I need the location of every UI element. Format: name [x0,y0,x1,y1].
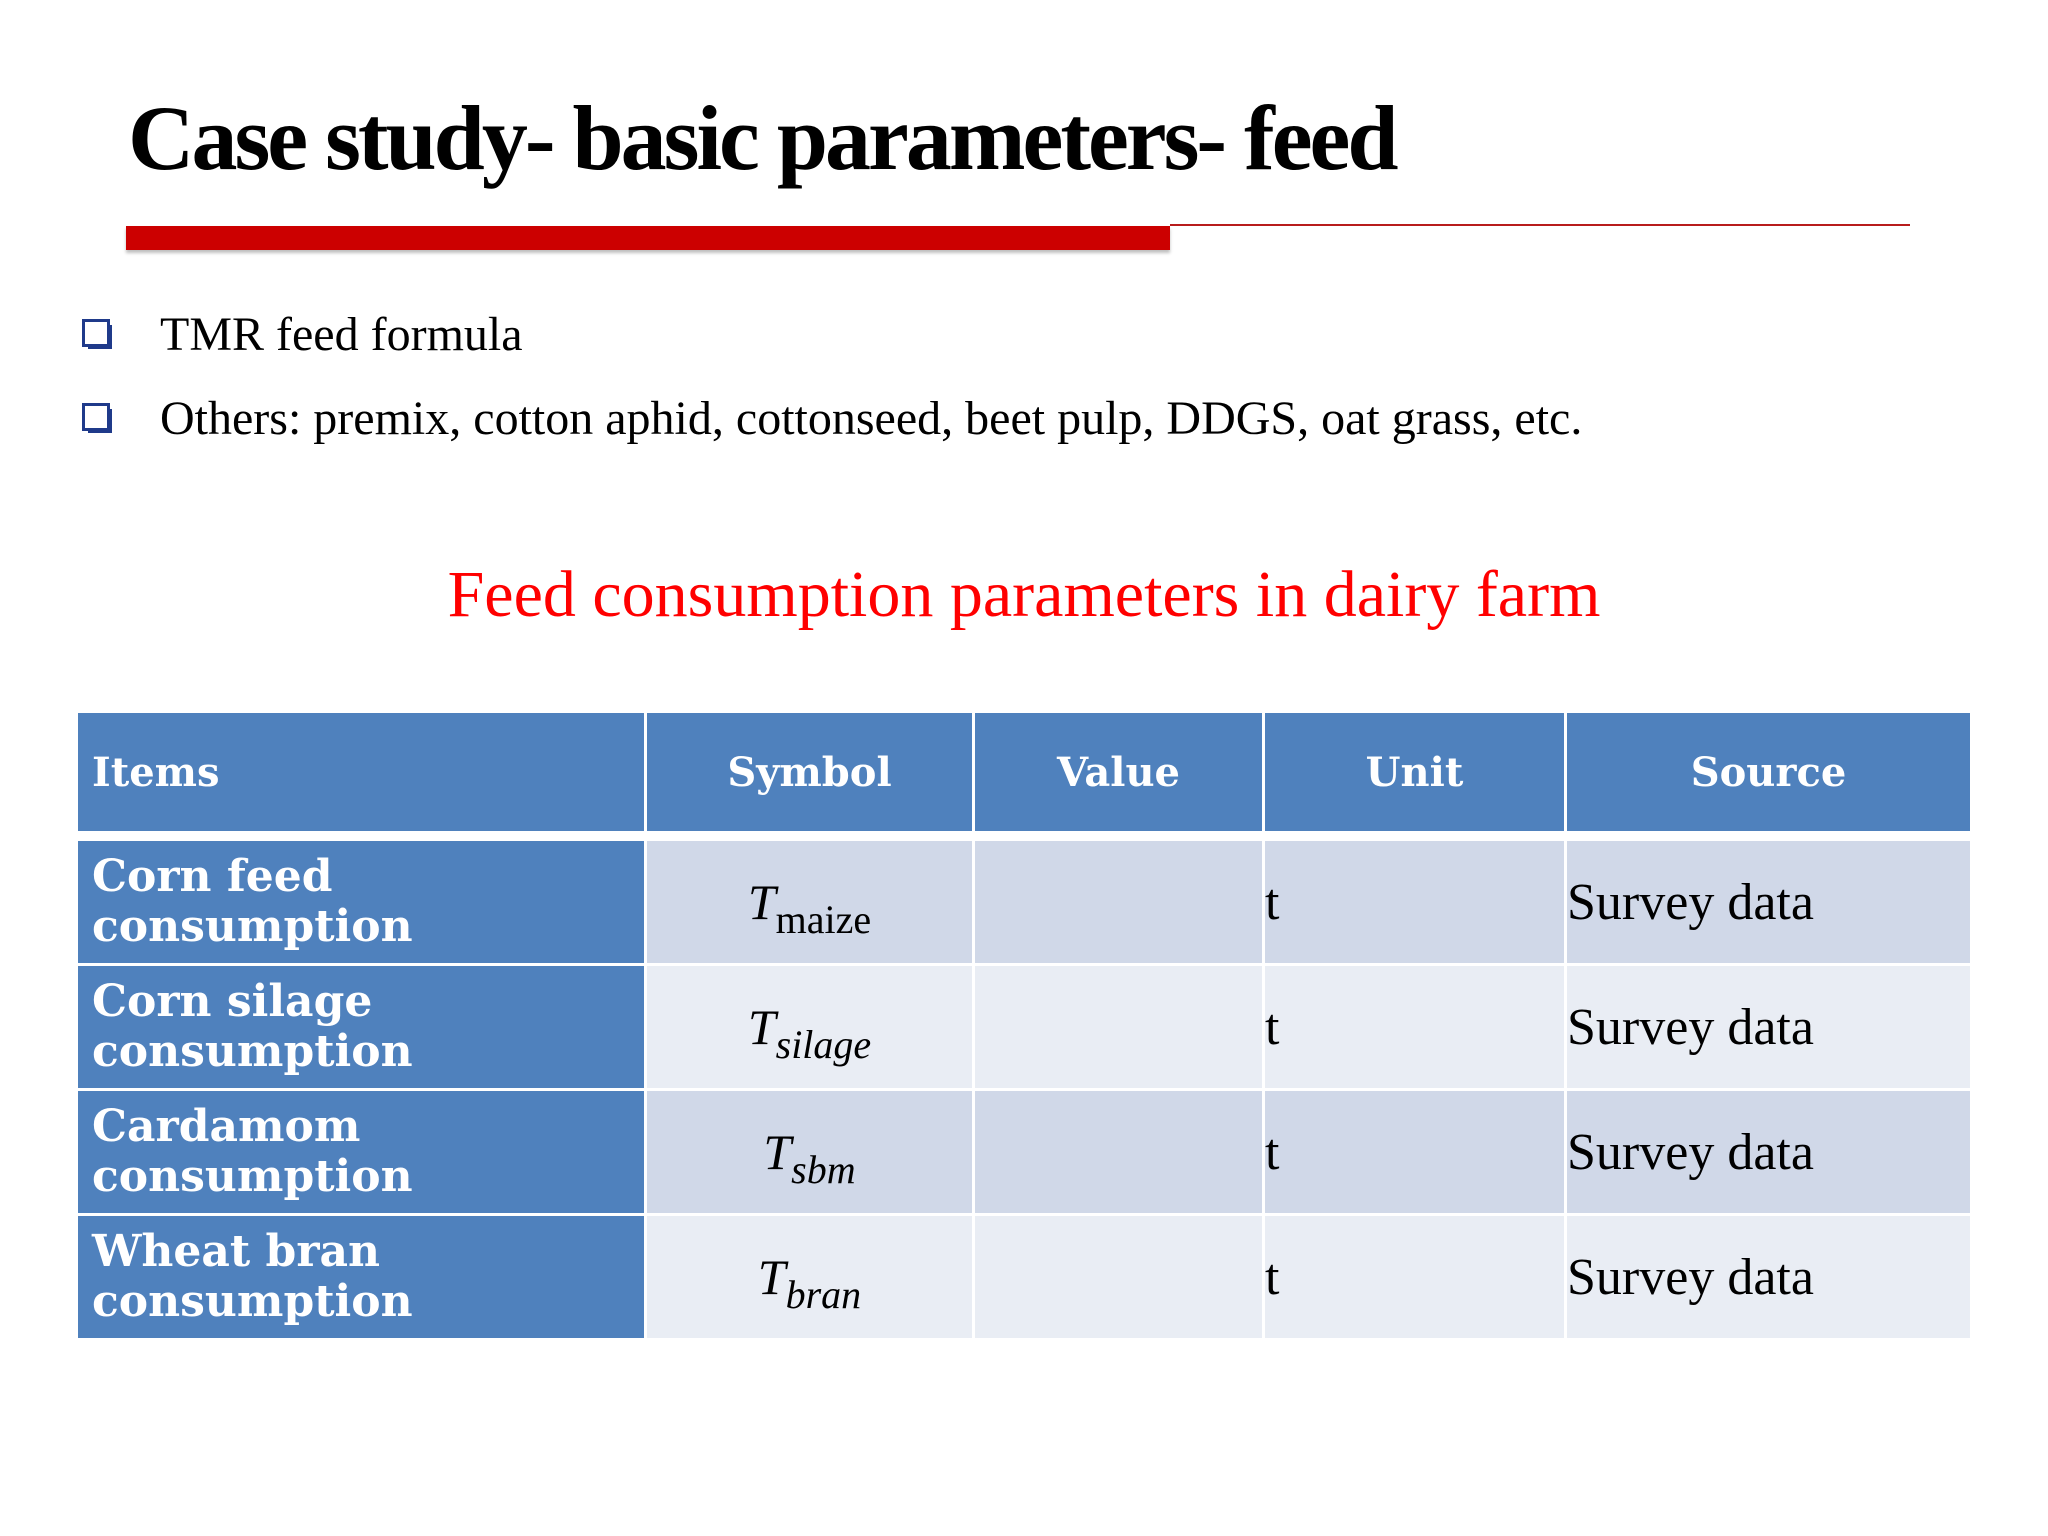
table-title: Feed consumption parameters in dairy far… [447,558,1601,631]
source-cell: Survey data [1567,966,1970,1088]
source-cell: Survey data [1567,1216,1970,1338]
table-row: Corn feed consumption Tmaize t Survey da… [78,841,1970,963]
table-row: Corn silage consumption Tsilage t Survey… [78,966,1970,1088]
title-underline-rule [1170,224,1910,226]
bullet-list: TMR feed formula Others: premix, cotton … [78,292,1582,460]
bullet-item: TMR feed formula [78,292,1582,376]
header-unit: Unit [1265,713,1564,831]
header-items: Items [78,713,644,831]
value-cell [975,966,1262,1088]
symbol-cell: Tmaize [647,841,972,963]
header-symbol: Symbol [647,713,972,831]
source-cell: Survey data [1567,841,1970,963]
symbol-cell: Tbran [647,1216,972,1338]
table-header-row: Items Symbol Value Unit Source [78,713,1970,831]
unit-cell: t [1265,966,1564,1088]
slide-title: Case study- basic parameters- feed [128,87,1399,189]
symbol-subscript: maize [775,896,872,942]
item-cell: Corn silage consumption [78,966,644,1088]
symbol-cell: Tsbm [647,1091,972,1213]
unit-cell: t [1265,841,1564,963]
symbol-main: T [747,873,776,930]
symbol-main: T [763,1123,792,1180]
feed-parameters-table: Items Symbol Value Unit Source Corn feed… [75,710,1973,1341]
symbol-main: T [757,1248,786,1305]
source-cell: Survey data [1567,1091,1970,1213]
symbol-main: T [747,998,776,1055]
symbol-subscript: bran [785,1271,862,1317]
unit-cell: t [1265,1216,1564,1338]
symbol-subscript: sbm [791,1146,856,1192]
symbol-subscript: silage [775,1021,872,1067]
symbol-cell: Tsilage [647,966,972,1088]
bullet-item: Others: premix, cotton aphid, cottonseed… [78,376,1582,460]
header-separator [78,834,1970,838]
item-cell: Cardamom consumption [78,1091,644,1213]
table-row: Cardamom consumption Tsbm t Survey data [78,1091,1970,1213]
value-cell [975,1091,1262,1213]
title-underline-bar [126,226,1170,250]
bullet-text: Others: premix, cotton aphid, cottonseed… [160,391,1583,445]
value-cell [975,1216,1262,1338]
bullet-text: TMR feed formula [160,307,523,361]
header-source: Source [1567,713,1970,831]
header-value: Value [975,713,1262,831]
value-cell [975,841,1262,963]
item-cell: Corn feed consumption [78,841,644,963]
table-row: Wheat bran consumption Tbran t Survey da… [78,1216,1970,1338]
checkbox-bullet-icon [82,319,112,349]
item-cell: Wheat bran consumption [78,1216,644,1338]
unit-cell: t [1265,1091,1564,1213]
checkbox-bullet-icon [82,403,112,433]
